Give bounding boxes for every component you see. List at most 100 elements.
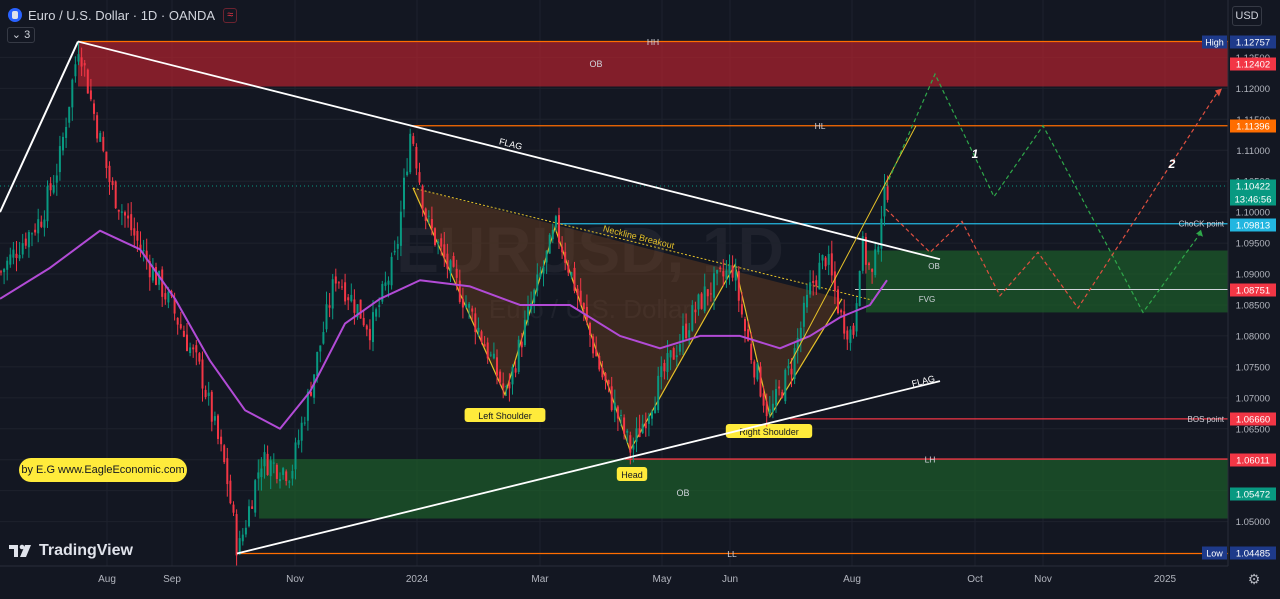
candle-body [651, 411, 653, 419]
price-badge-1-06011 [1230, 453, 1276, 467]
candle-body [517, 339, 520, 372]
candle-body [300, 422, 303, 441]
candle-body [127, 215, 130, 219]
candle-body [551, 229, 554, 240]
candle-body [514, 368, 517, 373]
candle-body [883, 186, 886, 217]
brand-name: TradingView [39, 542, 133, 559]
candle-body [474, 313, 477, 333]
flag-upper-line [77, 40, 941, 261]
candle-body [421, 185, 424, 209]
candle-body [403, 177, 405, 210]
candle-body [9, 254, 12, 265]
scenario-2-label: 2 [1168, 157, 1176, 171]
candle-body [784, 369, 787, 402]
candle-body [285, 471, 288, 482]
candle-body [449, 260, 452, 274]
symbol-header[interactable]: Euro / U.S. Dollar · 1D · OANDA ≈ [8, 6, 238, 24]
candle-body [858, 270, 861, 307]
candle-body [207, 392, 210, 397]
candle-body [796, 337, 799, 351]
candle-body [269, 460, 272, 477]
candle-body [753, 361, 756, 378]
candle-body [688, 330, 691, 338]
candle-body [34, 229, 37, 233]
neckline [412, 187, 873, 301]
candle-body [303, 422, 306, 424]
currency-button[interactable]: USD [1232, 6, 1262, 26]
candle-body [833, 271, 836, 291]
candle-body [96, 115, 99, 139]
candle-body [409, 133, 412, 173]
candle-body [6, 260, 9, 270]
candle-body [176, 317, 179, 325]
candle-body [235, 514, 238, 556]
candle-body [210, 391, 213, 422]
candle-body [731, 266, 734, 278]
candle-body [793, 348, 796, 380]
candle-body [93, 103, 95, 114]
price-badge-high-text: 1.12757 [1236, 38, 1270, 49]
candle-body [868, 263, 870, 266]
price-badge-1-09813-text: 1.09813 [1236, 221, 1270, 232]
candle-body [654, 405, 657, 414]
market-status-icon[interactable]: ≈ [223, 7, 238, 23]
candle-body [74, 64, 77, 77]
candle-body [282, 468, 285, 475]
candle-body [815, 280, 818, 287]
candle-body [99, 133, 102, 142]
candle-body [229, 480, 232, 504]
candle-body [204, 389, 207, 398]
candle-body [223, 445, 226, 463]
candle-body [837, 289, 839, 314]
candle-body [700, 293, 703, 309]
candle-body [759, 366, 762, 397]
candle-body [502, 383, 505, 388]
level-label-hh: HH [647, 37, 659, 47]
candle-body [471, 308, 474, 312]
candle-body [598, 355, 601, 370]
candle-body [886, 186, 889, 200]
candle-body [880, 218, 883, 249]
candle-body [750, 343, 753, 361]
candle-body [65, 126, 68, 138]
settings-gear-icon[interactable]: ⚙ [1247, 571, 1261, 587]
left-shoulder-label: Left Shoulder [478, 411, 532, 421]
candle-body [771, 403, 774, 412]
candle-body [120, 211, 123, 213]
zone-ob-1 [866, 250, 1228, 290]
candle-body [756, 363, 759, 380]
candle-body [666, 353, 669, 372]
price-badge-1-06660 [1230, 412, 1276, 426]
level-label-bos-point: BOS point [1188, 415, 1225, 424]
level-label-lh: LH [925, 455, 936, 465]
left-shoulder-label-badge [464, 408, 546, 422]
tradingview-logo[interactable]: TradingView [9, 542, 133, 560]
candle-body [155, 266, 157, 285]
candle-body [802, 302, 805, 327]
candle-body [46, 186, 49, 222]
candle-body [852, 325, 855, 335]
candle-body [356, 304, 359, 318]
candle-body [55, 175, 58, 183]
price-tick-label: 1.05000 [1236, 517, 1270, 528]
candle-body [316, 351, 319, 376]
candle-body [709, 293, 712, 295]
candle-body [353, 299, 356, 313]
candle-body [24, 238, 27, 246]
candle-body [719, 267, 722, 269]
candle-body [818, 262, 821, 290]
candle-body [787, 365, 790, 369]
candle-body [697, 294, 700, 310]
candle-body [744, 319, 746, 332]
zone-fvg-2 [866, 289, 1228, 313]
right-shoulder-label: Right Shoulder [739, 427, 799, 437]
candle-body [306, 391, 309, 421]
indicator-toggle-button[interactable]: ⌄ 3 [7, 27, 35, 43]
candle-body [43, 219, 46, 228]
time-axis-panel [0, 566, 1280, 594]
time-tick-label: Oct [967, 574, 983, 585]
candle-body [626, 430, 629, 433]
time-tick-label: Nov [1034, 574, 1052, 585]
